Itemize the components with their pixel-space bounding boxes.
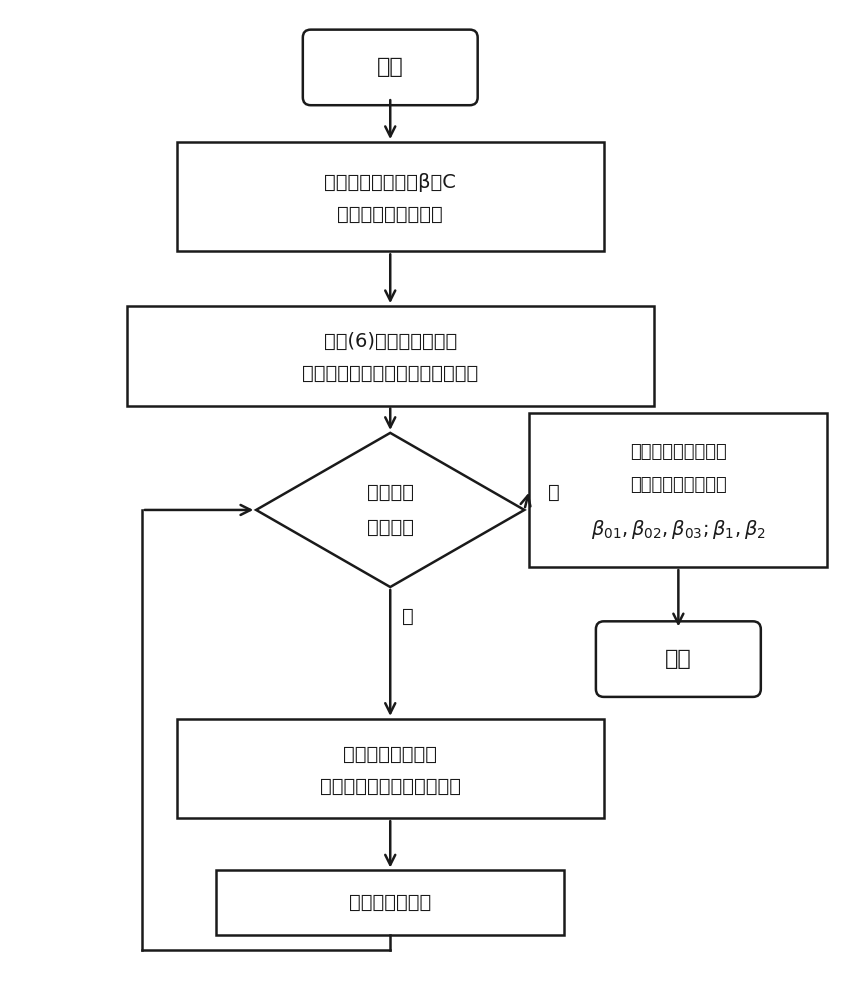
Text: 是: 是 xyxy=(548,483,560,502)
FancyBboxPatch shape xyxy=(303,30,478,105)
Text: 终止条件: 终止条件 xyxy=(367,518,414,537)
Text: 结束: 结束 xyxy=(665,649,692,669)
Text: 对变量以浮点数编码: 对变量以浮点数编码 xyxy=(338,205,443,224)
Bar xyxy=(177,719,604,818)
Text: $\beta_{01},\beta_{02},\beta_{03};\beta_1,\beta_2$: $\beta_{01},\beta_{02},\beta_{03};\beta_… xyxy=(591,518,766,541)
Bar xyxy=(177,142,604,251)
Text: 随机产生初始种群β和C: 随机产生初始种群β和C xyxy=(324,173,457,192)
Text: 自适应交叉、变异产生下代: 自适应交叉、变异产生下代 xyxy=(320,777,461,796)
Text: 达到控制要求后，输: 达到控制要求后，输 xyxy=(630,443,727,461)
Text: 出自抗扰控制器参数: 出自抗扰控制器参数 xyxy=(630,476,727,494)
Text: 开始: 开始 xyxy=(377,57,404,77)
Bar xyxy=(216,870,564,935)
Text: 产生新一代群体: 产生新一代群体 xyxy=(349,893,432,912)
Bar xyxy=(127,306,653,406)
Polygon shape xyxy=(256,433,524,587)
Text: 否: 否 xyxy=(402,607,414,626)
FancyBboxPatch shape xyxy=(596,621,761,697)
Bar xyxy=(529,413,828,567)
Text: 按式(6)所示目标函数分: 按式(6)所示目标函数分 xyxy=(324,332,457,351)
Text: 是否满足: 是否满足 xyxy=(367,483,414,502)
Text: 内、外层优化，计算群体适应度値: 内、外层优化，计算群体适应度値 xyxy=(302,364,478,383)
Text: 选择精英父代，经: 选择精英父代，经 xyxy=(343,745,437,764)
